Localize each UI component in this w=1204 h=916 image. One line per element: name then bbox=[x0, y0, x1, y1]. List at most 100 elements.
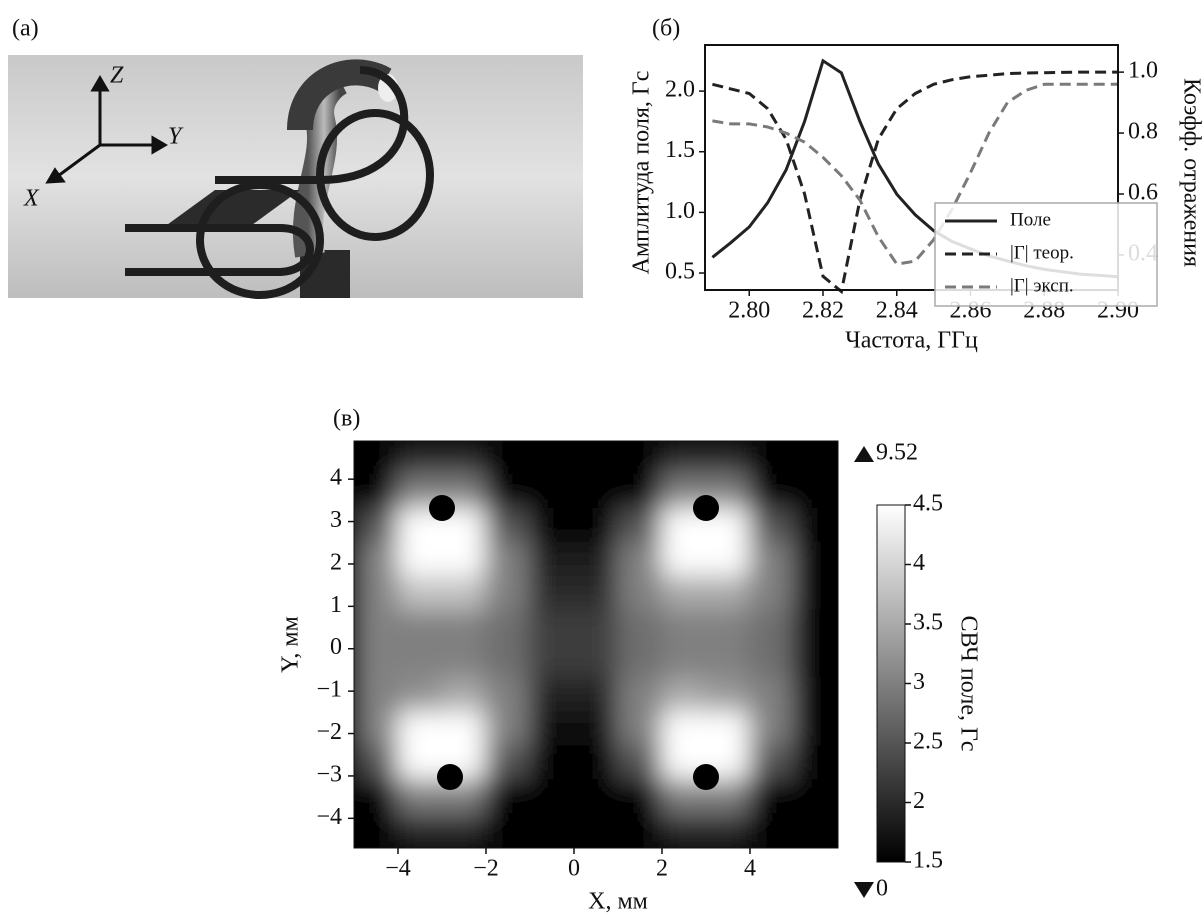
heatmap-cell bbox=[397, 813, 443, 848]
heatmap-cell bbox=[793, 779, 838, 816]
heatmap-cell bbox=[793, 575, 838, 612]
heatmap-cell bbox=[661, 575, 707, 612]
heatmap-cell bbox=[354, 711, 399, 748]
heatmap-cell bbox=[749, 643, 795, 680]
heatmap-cell bbox=[485, 575, 531, 612]
heatmap-cell bbox=[441, 609, 487, 646]
heatmap-cell bbox=[749, 575, 795, 612]
heatmap-cell bbox=[617, 541, 663, 578]
heatmap-cell bbox=[397, 441, 443, 476]
panel-label: (б) bbox=[652, 16, 680, 42]
heatmap-cell bbox=[397, 779, 443, 816]
heatmap-cell bbox=[661, 677, 707, 714]
axis-label: Z bbox=[110, 63, 124, 89]
heatmap-cell bbox=[354, 813, 399, 848]
heatmap-cell bbox=[617, 473, 663, 510]
heatmap-cell bbox=[661, 643, 707, 680]
x-tick-label: 4 bbox=[744, 856, 756, 882]
colorbar-tick-label: 2.5 bbox=[913, 729, 943, 755]
y-tick-label: −2 bbox=[316, 719, 342, 745]
y-tick-label: −4 bbox=[316, 804, 342, 830]
heatmap-cell bbox=[617, 677, 663, 714]
heatmap-cell bbox=[661, 609, 707, 646]
x-axis-label: X, мм bbox=[588, 889, 648, 915]
y-tick-label: −3 bbox=[316, 761, 342, 787]
heatmap-cell bbox=[441, 643, 487, 680]
x-tick-label: −2 bbox=[473, 856, 499, 882]
y-tick-label: −1 bbox=[316, 677, 342, 703]
heatmap-cell bbox=[573, 541, 619, 578]
heatmap-cell bbox=[441, 813, 487, 848]
x-tick-label: 0 bbox=[568, 856, 580, 882]
heatmap-cell bbox=[485, 711, 531, 748]
heatmap-cell bbox=[354, 541, 399, 578]
heatmap-blur bbox=[354, 441, 838, 848]
heatmap-cell bbox=[573, 813, 619, 848]
illustration: Z Y X bbox=[8, 55, 583, 299]
x-tick-label: 2.84 bbox=[876, 298, 918, 324]
heatmap-cell bbox=[529, 441, 575, 476]
heatmap-cell bbox=[573, 609, 619, 646]
y-tick-label: 1 bbox=[330, 592, 342, 618]
heatmap-cell bbox=[793, 643, 838, 680]
y-tick-label: 0.5 bbox=[665, 259, 695, 285]
heatmap-cell bbox=[793, 711, 838, 748]
heatmap-cell bbox=[397, 677, 443, 714]
heatmap-cell bbox=[617, 711, 663, 748]
series-line bbox=[712, 82, 1118, 266]
heatmap-cell bbox=[354, 441, 399, 476]
y-tick-label: 1.5 bbox=[665, 137, 695, 163]
heatmap-cell bbox=[749, 779, 795, 816]
heatmap-cell bbox=[529, 507, 575, 544]
heatmap-cell bbox=[441, 677, 487, 714]
axis-label: X bbox=[23, 186, 40, 212]
plot-frame bbox=[704, 44, 1119, 291]
heatmap-cell bbox=[793, 473, 838, 510]
y2-tick-label: 1.0 bbox=[1128, 58, 1158, 84]
heatmap-cell bbox=[441, 575, 487, 612]
heatmap-cell bbox=[397, 643, 443, 680]
colorbar-tick-label: 3 bbox=[913, 669, 925, 695]
heatmap-cell bbox=[485, 609, 531, 646]
heatmap-cell bbox=[573, 711, 619, 748]
heatmap-cell bbox=[661, 541, 707, 578]
x-tick-label: 2.80 bbox=[728, 298, 770, 324]
y2-axis-label: Коэфф. отражения bbox=[1178, 78, 1204, 267]
heatmap-cell bbox=[354, 745, 399, 782]
y-tick-label: 0 bbox=[330, 634, 342, 660]
heatmap-cell bbox=[529, 609, 575, 646]
heatmap-cell bbox=[617, 643, 663, 680]
heatmap-cell bbox=[485, 541, 531, 578]
y-axis-label: Амплитуда поля, Гс bbox=[629, 71, 655, 275]
heatmap-cell bbox=[397, 745, 443, 782]
colorbar-tick-label: 4.5 bbox=[913, 491, 943, 517]
max-marker bbox=[854, 446, 874, 462]
heatmap-cell bbox=[617, 745, 663, 782]
y-tick-label: 2.0 bbox=[665, 77, 695, 103]
heatmap-cell bbox=[485, 745, 531, 782]
heatmap-cell bbox=[573, 507, 619, 544]
heatmap-cell bbox=[529, 541, 575, 578]
heatmap-cell bbox=[529, 813, 575, 848]
colorbar-label: СВЧ поле, Гс bbox=[955, 615, 981, 751]
heatmap-cell bbox=[573, 643, 619, 680]
heatmap-cell bbox=[485, 473, 531, 510]
heatmap-cell bbox=[529, 575, 575, 612]
x-tick-label: 2.82 bbox=[802, 298, 844, 324]
heatmap-cell bbox=[749, 745, 795, 782]
heatmap-cell bbox=[573, 745, 619, 782]
colorbar bbox=[876, 504, 906, 863]
heatmap-cell bbox=[661, 441, 707, 476]
heatmap-cell bbox=[793, 441, 838, 476]
y-tick-label: 2 bbox=[330, 549, 342, 575]
heatmap-cell bbox=[749, 473, 795, 510]
heatmap-cell bbox=[354, 779, 399, 816]
heatmap-cell bbox=[397, 609, 443, 646]
heatmap-cell bbox=[617, 813, 663, 848]
y2-tick-label: 0.6 bbox=[1128, 180, 1158, 206]
heatmap-cell bbox=[705, 813, 751, 848]
heatmap-cell bbox=[529, 745, 575, 782]
axis-label: Y bbox=[168, 124, 184, 150]
plot-frame bbox=[353, 440, 839, 849]
